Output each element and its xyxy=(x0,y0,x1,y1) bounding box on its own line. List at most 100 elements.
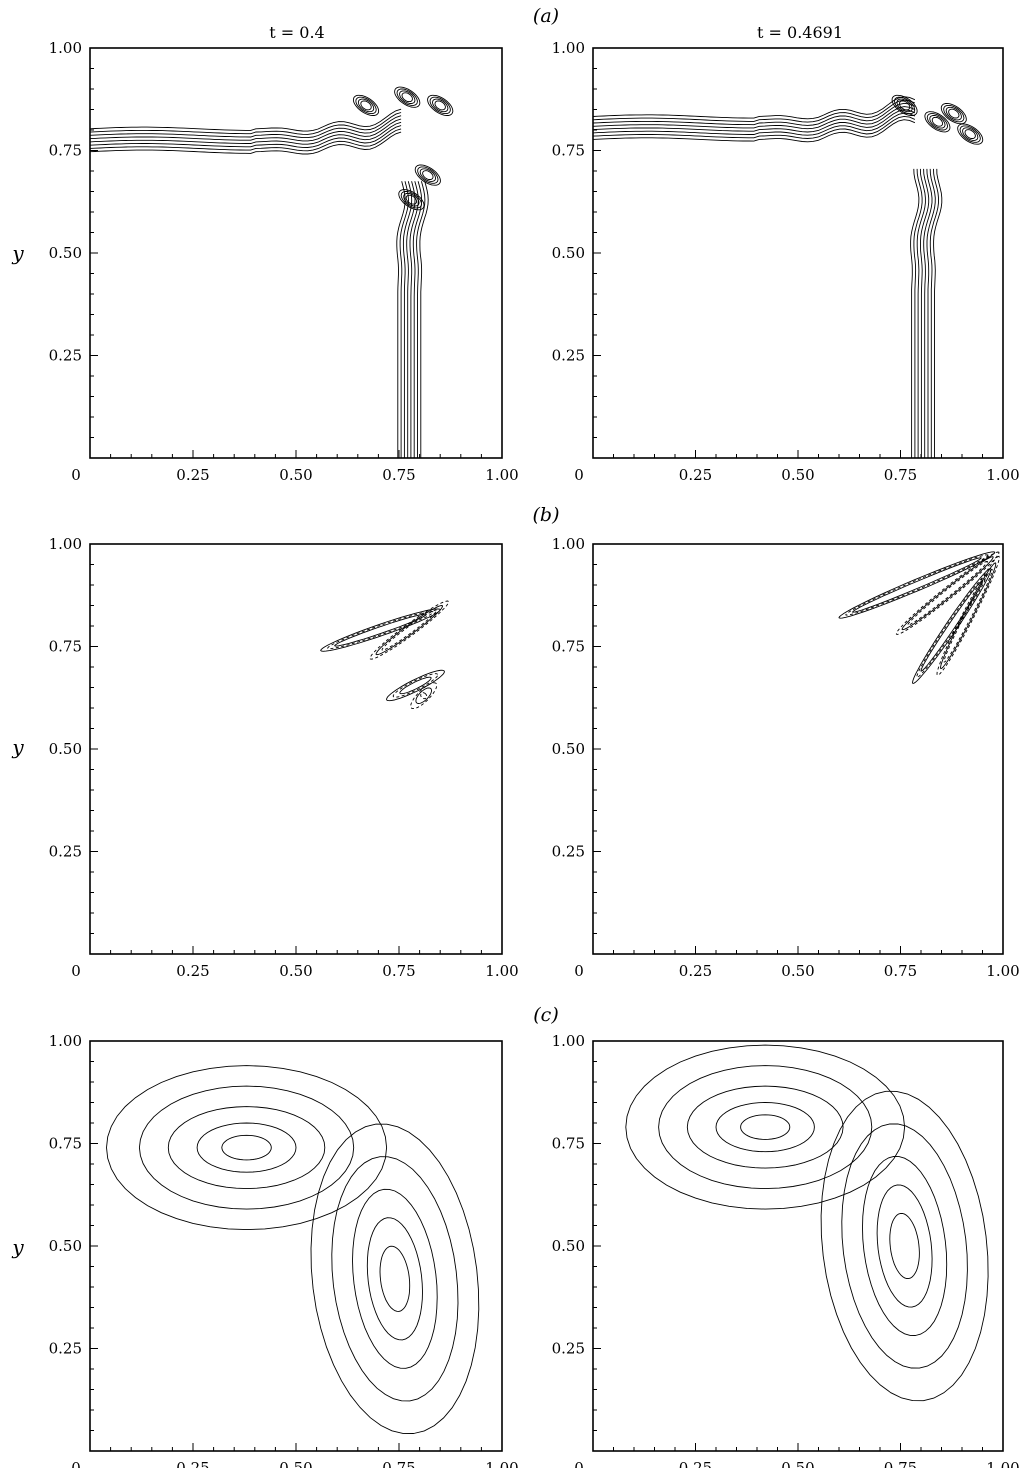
contour-line xyxy=(106,1065,388,1231)
x-tick-label: 0.25 xyxy=(679,466,712,484)
y-tick-label: 0.75 xyxy=(49,1135,82,1153)
contour-line xyxy=(403,192,420,207)
y-tick-label: 0.25 xyxy=(552,347,585,365)
contour-line xyxy=(196,1122,297,1173)
contour-line xyxy=(379,1245,411,1312)
contour-line xyxy=(90,115,402,139)
x-tick-label: 0.25 xyxy=(176,466,209,484)
y-tick-label: 0.25 xyxy=(49,1340,82,1358)
contour-line xyxy=(962,127,979,141)
contour-line xyxy=(851,557,982,613)
contour-line xyxy=(920,168,930,458)
x-tick-label: 1.00 xyxy=(986,1459,1019,1468)
row-label-c: (c) xyxy=(533,1004,558,1026)
contour-line xyxy=(593,99,916,123)
contour-line xyxy=(401,92,413,103)
contour-line xyxy=(402,181,413,458)
contour-line xyxy=(415,687,432,704)
contour-line xyxy=(898,100,911,111)
y-tick-label: 0.25 xyxy=(552,843,585,861)
contour-line-negative xyxy=(420,692,428,700)
panel-b-1: 0 0.25 0.50 0.75 1.00 0.25 0.50 0.75 1.00 xyxy=(49,535,519,980)
contour-line xyxy=(90,131,402,155)
contour-line xyxy=(940,562,997,670)
contour-line xyxy=(221,1134,272,1161)
contour-line xyxy=(394,86,421,108)
contour-line xyxy=(625,1044,906,1210)
contour-line xyxy=(400,191,422,209)
contour-line xyxy=(957,123,984,145)
contour-line xyxy=(894,96,916,115)
x-tick-label: 0 xyxy=(71,466,81,484)
contour-line xyxy=(331,1156,459,1402)
panel-a-1: 0 0.25 0.50 0.75 1.00 0.25 0.50 0.75 1.00 xyxy=(49,39,519,484)
x-tick-label: 0.25 xyxy=(679,1459,712,1468)
x-tick-label: 0.75 xyxy=(382,1459,415,1468)
contour-line xyxy=(375,605,443,656)
panel-c-1: 0 0.25 0.50 0.75 1.00 0.25 0.50 0.75 1.00 xyxy=(49,1032,519,1468)
contour-line xyxy=(399,90,416,104)
y-axis-label-c: y xyxy=(11,1235,24,1259)
contour-line xyxy=(310,1123,480,1434)
contour-line xyxy=(959,125,981,143)
contour-line xyxy=(933,168,943,458)
contour-line xyxy=(913,168,923,458)
contour-line xyxy=(926,113,948,131)
contour-line xyxy=(593,96,916,120)
contour-line xyxy=(715,1102,815,1153)
contour-line xyxy=(409,181,419,458)
x-tick-label: 1.00 xyxy=(986,962,1019,980)
contour-line xyxy=(366,1217,423,1341)
x-tick-label: 0 xyxy=(71,962,81,980)
x-tick-label: 0 xyxy=(574,466,584,484)
row-label-b: (b) xyxy=(533,504,560,526)
x-tick-label: 1.00 xyxy=(485,1459,518,1468)
contour-line xyxy=(889,1212,920,1280)
contour-group xyxy=(106,1065,480,1434)
x-tick-label: 1.00 xyxy=(986,466,1019,484)
x-tick-label: 0 xyxy=(574,1459,584,1468)
contour-line xyxy=(926,168,936,458)
y-axis-label-a: y xyxy=(11,241,24,265)
contour-line xyxy=(334,613,427,647)
contour-line-negative xyxy=(943,568,993,663)
y-tick-label: 0.75 xyxy=(552,1135,585,1153)
contour-line xyxy=(406,181,416,458)
contour-line xyxy=(434,100,446,111)
contour-line xyxy=(593,102,916,126)
y-tick-label: 1.00 xyxy=(49,39,82,57)
contour-line xyxy=(901,556,994,631)
contour-line xyxy=(90,112,402,135)
contour-line xyxy=(910,168,920,458)
contour-line xyxy=(138,1085,355,1210)
contour-line xyxy=(931,116,944,127)
contour-line xyxy=(862,1156,948,1336)
plot-frame xyxy=(592,543,1004,955)
y-tick-label: 0.50 xyxy=(49,244,82,262)
contour-group xyxy=(90,86,454,458)
y-tick-label: 1.00 xyxy=(552,535,585,553)
contour-line xyxy=(920,580,983,672)
contour-line xyxy=(399,181,409,458)
panels-layer: 0 0.25 0.50 0.75 1.00 0.25 0.50 0.75 1.00 0 0.25 0.… xyxy=(49,39,1020,1468)
contour-line xyxy=(417,166,439,184)
contour-line xyxy=(820,1090,989,1402)
contour-line xyxy=(414,164,441,186)
contour-line xyxy=(352,1188,438,1369)
contour-line-negative xyxy=(916,574,988,678)
contour-line-negative xyxy=(410,682,438,710)
column-title-right: t = 0.4691 xyxy=(757,23,843,42)
contour-line-negative xyxy=(381,609,437,651)
x-tick-label: 0.50 xyxy=(781,466,814,484)
contour-line xyxy=(948,108,960,119)
contour-line xyxy=(838,551,996,619)
contour-group xyxy=(320,600,450,710)
x-tick-label: 0.25 xyxy=(176,1459,209,1468)
y-tick-label: 0.75 xyxy=(49,638,82,656)
y-tick-label: 0.75 xyxy=(49,142,82,160)
contour-line xyxy=(924,111,951,133)
contour-line xyxy=(841,1123,968,1369)
y-tick-label: 1.00 xyxy=(49,1032,82,1050)
x-tick-label: 0.75 xyxy=(382,466,415,484)
panel-c-2: 0 0.25 0.50 0.75 1.00 0.25 0.50 0.75 1.00 xyxy=(552,1032,1020,1468)
